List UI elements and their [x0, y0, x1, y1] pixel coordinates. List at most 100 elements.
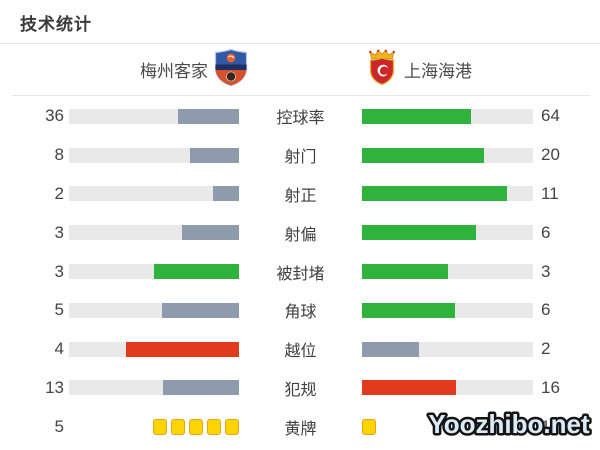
home-value: 3	[54, 222, 64, 242]
home-value: 2	[54, 183, 64, 203]
home-bar	[69, 302, 239, 318]
away-value: 2	[541, 339, 551, 359]
away-value: 3	[541, 261, 551, 281]
watermark-text: Yoozhibo.net	[428, 409, 590, 439]
away-bar	[362, 186, 533, 202]
stat-row: 5 角球 6	[0, 291, 600, 330]
stat-label: 越位	[284, 343, 317, 361]
stat-row: 3 射偏 6	[0, 213, 600, 252]
stat-label: 射门	[284, 149, 317, 167]
home-bar-fill	[154, 264, 239, 280]
away-bar	[362, 108, 533, 124]
home-bar-fill	[177, 108, 239, 124]
stat-label: 被封堵	[276, 265, 325, 283]
divider	[12, 95, 590, 96]
home-bar-fill	[182, 225, 239, 241]
stat-row: 3 被封堵 3	[0, 252, 600, 291]
away-team-name: 上海海港	[404, 62, 472, 81]
home-value: 13	[45, 377, 64, 397]
away-bar-fill	[362, 302, 456, 318]
away-value: 20	[541, 145, 560, 165]
stat-row: 8 射门 20	[0, 136, 600, 175]
away-bar	[362, 380, 533, 396]
stat-label: 角球	[284, 304, 317, 322]
away-bar	[362, 225, 533, 241]
away-bar-track	[362, 264, 533, 280]
yellow-card-icon	[153, 418, 167, 435]
away-bar-fill	[362, 380, 457, 396]
home-value: 5	[54, 416, 64, 436]
away-bar-track	[362, 341, 533, 357]
away-bar-track	[362, 225, 533, 241]
away-bar-fill	[362, 341, 419, 357]
home-bar	[69, 225, 239, 241]
home-bar-fill	[161, 302, 239, 318]
home-bar-track	[69, 264, 239, 280]
home-bar-track	[69, 380, 239, 396]
home-value: 3	[54, 261, 64, 281]
stat-row: 2 射正 11	[0, 175, 600, 214]
away-bar-fill	[362, 147, 485, 163]
home-bar	[69, 418, 239, 435]
home-bar-track	[69, 186, 239, 202]
stats-rows: 36 控球率 64 8 射门 20 2 射正 11 3 射偏 6 3 被封堵 3 5 角球 6 4 越位 2 13 犯规 16…	[0, 97, 600, 446]
home-bar	[69, 341, 239, 357]
yellow-card-icon	[171, 418, 185, 435]
away-value: 16	[541, 377, 560, 397]
stat-row: 36 控球率 64	[0, 97, 600, 136]
away-value: 64	[541, 106, 560, 126]
divider	[0, 43, 600, 44]
home-bar	[69, 186, 239, 202]
away-bar-fill	[362, 225, 477, 241]
home-bar-track	[69, 302, 239, 318]
away-team-header: 上海海港	[300, 49, 600, 91]
away-bar-track	[362, 380, 533, 396]
home-bar-fill	[162, 380, 239, 396]
home-bar	[69, 147, 239, 163]
away-value: 1	[541, 416, 551, 436]
home-bar	[69, 108, 239, 124]
stat-label: 控球率	[276, 110, 325, 128]
away-value: 6	[541, 300, 551, 320]
away-bar-fill	[362, 264, 448, 280]
stat-label: 黄牌	[284, 420, 317, 438]
home-bar	[69, 264, 239, 280]
teams-header: 梅州客家	[0, 44, 600, 95]
away-team-crest-icon	[367, 49, 397, 91]
yellow-card-icon	[189, 418, 203, 435]
home-bar-fill	[125, 341, 239, 357]
away-bar-track	[362, 302, 533, 318]
stat-row: 13 犯规 16	[0, 369, 600, 408]
yellow-card-icon	[362, 418, 376, 435]
away-bar-track	[362, 186, 533, 202]
page-title: 技术统计	[20, 15, 92, 34]
home-bar-track	[69, 108, 239, 124]
stat-label: 射正	[284, 187, 317, 205]
away-bar	[362, 264, 533, 280]
stat-label: 犯规	[284, 381, 317, 399]
away-bar-track	[362, 147, 533, 163]
home-team-name: 梅州客家	[140, 62, 208, 81]
home-value: 5	[54, 300, 64, 320]
stat-label: 射偏	[284, 226, 317, 244]
stat-row: 5 黄牌 1	[0, 407, 600, 446]
away-bar	[362, 302, 533, 318]
yellow-card-icon	[207, 418, 221, 435]
home-value: 4	[54, 339, 64, 359]
away-bar	[362, 147, 533, 163]
home-value: 8	[54, 145, 64, 165]
away-bar	[362, 418, 533, 435]
away-bar	[362, 341, 533, 357]
home-bar	[69, 380, 239, 396]
home-team-crest-icon	[214, 48, 248, 91]
away-value: 6	[541, 222, 551, 242]
home-bar-fill	[190, 147, 239, 163]
home-team-header: 梅州客家	[0, 48, 300, 91]
home-bar-track	[69, 147, 239, 163]
away-bar-track	[362, 108, 533, 124]
home-bar-fill	[212, 186, 239, 202]
away-bar-fill	[362, 108, 472, 124]
away-bar-fill	[362, 186, 507, 202]
stat-row: 4 越位 2	[0, 330, 600, 369]
